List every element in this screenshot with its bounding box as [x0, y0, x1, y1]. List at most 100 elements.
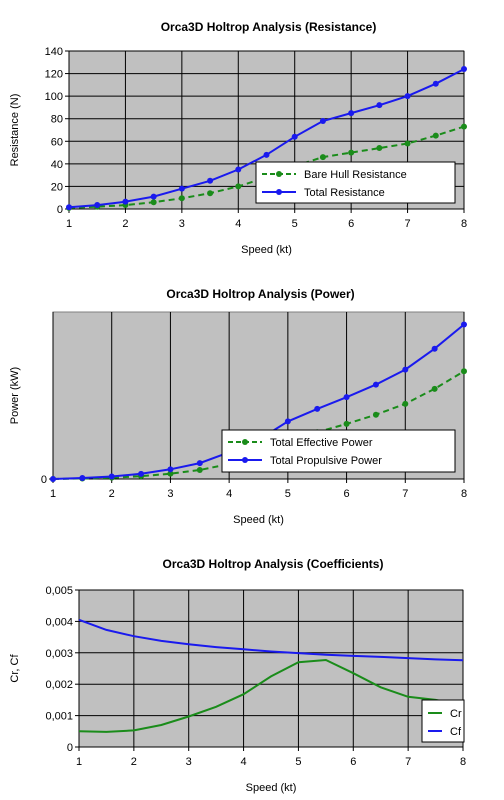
data-point [348, 110, 355, 117]
x-tick-label: 3 [186, 756, 192, 768]
coefficients-chart: Orca3D Holtrop Analysis (Coefficients) 1 2… [0, 535, 504, 800]
data-point [94, 202, 101, 209]
y-tick-label: 0 [57, 204, 63, 216]
chart-title: Orca3D Holtrop Analysis (Power) [166, 287, 354, 301]
chart-title: Orca3D Holtrop Analysis (Resistance) [161, 20, 377, 34]
x-tick-label: 5 [292, 218, 298, 230]
legend-box [221, 429, 456, 473]
legend-marker [276, 189, 282, 195]
data-point [461, 368, 467, 375]
data-point [372, 411, 379, 418]
data-point [178, 185, 185, 192]
x-tick-label: 4 [226, 488, 232, 500]
x-tick-label: 8 [461, 488, 467, 500]
legend-marker [242, 457, 248, 463]
data-point [372, 381, 379, 388]
data-point [235, 166, 242, 173]
y-tick-label: 40 [51, 159, 63, 171]
y-tick-label: 100 [45, 91, 63, 103]
coefficients-chart-svg: Orca3D Holtrop Analysis (Coefficients) 1 2… [9, 557, 466, 794]
data-point [432, 80, 439, 87]
data-point [319, 117, 326, 124]
x-tick-label: 6 [344, 488, 350, 500]
data-point [122, 198, 129, 205]
power-chart-svg: Orca3D Holtrop Analysis (Power) 1 2 3 4 5 6 7 8 0… [9, 287, 467, 526]
data-point [376, 145, 383, 152]
data-point [404, 140, 411, 147]
data-point [402, 366, 409, 373]
data-point [319, 154, 326, 161]
legend-label: Bare Hull Resistance [304, 169, 407, 181]
y-axis-label: Resistance (N) [9, 94, 21, 167]
data-point [404, 93, 411, 100]
x-tick-label: 3 [167, 488, 173, 500]
x-tick-label: 5 [285, 488, 291, 500]
data-point [196, 460, 203, 467]
data-point [348, 149, 355, 156]
y-axis-label: Power (kW) [9, 367, 21, 424]
x-tick-label: 2 [109, 488, 115, 500]
series-line-total-effective-power [52, 370, 465, 480]
data-point [207, 177, 214, 184]
y-tick-label: 0 [41, 474, 47, 486]
legend-marker [242, 439, 248, 445]
x-axis-label: Speed (kt) [246, 782, 297, 794]
series-line-cf [78, 618, 464, 662]
x-tick-label: 4 [241, 756, 247, 768]
plot-area [78, 589, 464, 748]
chart-title: Orca3D Holtrop Analysis (Coefficients) [163, 557, 384, 571]
data-point [138, 470, 145, 477]
x-tick-label: 4 [235, 218, 241, 230]
x-tick-label: 1 [50, 488, 56, 500]
y-tick-label: 20 [51, 181, 63, 193]
data-point [178, 195, 185, 202]
y-tick-label: 140 [45, 46, 63, 58]
data-point [79, 474, 86, 481]
data-point [314, 405, 321, 412]
x-tick-label: 6 [350, 756, 356, 768]
data-point [402, 400, 409, 407]
data-point [66, 204, 72, 211]
resistance-chart: Orca3D Holtrop Analysis (Resistance) 1 2 3 4… [0, 0, 504, 270]
x-tick-label: 5 [295, 756, 301, 768]
data-point [431, 385, 438, 392]
y-tick-label: 0,005 [45, 585, 73, 597]
data-point [461, 321, 467, 328]
data-point [431, 345, 438, 352]
x-tick-label: 7 [402, 488, 408, 500]
x-tick-label: 7 [405, 218, 411, 230]
x-tick-label: 1 [76, 756, 82, 768]
legend-label: Cr [450, 708, 462, 720]
data-point [167, 466, 174, 473]
x-tick-label: 8 [461, 218, 467, 230]
x-tick-label: 1 [66, 218, 72, 230]
series-line-cr [78, 658, 464, 733]
x-tick-label: 3 [179, 218, 185, 230]
y-tick-label: 120 [45, 69, 63, 81]
data-point [376, 102, 383, 109]
legend-label: Cf [450, 726, 462, 738]
legend-marker [276, 171, 282, 177]
data-point [291, 133, 298, 140]
data-point [235, 183, 242, 190]
y-axis-label: Cr, Cf [9, 654, 21, 683]
y-tick-label: 0,001 [45, 711, 73, 723]
data-point [461, 123, 467, 130]
data-point [432, 132, 439, 139]
data-point [263, 151, 270, 158]
y-tick-label: 0 [67, 742, 73, 754]
data-point [167, 470, 174, 477]
data-point [207, 190, 214, 197]
data-point [150, 199, 157, 206]
data-point [50, 476, 56, 482]
data-point [343, 420, 350, 427]
data-point [461, 66, 467, 73]
legend-box [421, 699, 465, 743]
x-tick-label: 6 [348, 218, 354, 230]
y-tick-label: 80 [51, 114, 63, 126]
y-tick-label: 0,002 [45, 679, 73, 691]
x-axis-label: Speed (kt) [233, 514, 284, 526]
x-tick-label: 7 [405, 756, 411, 768]
x-tick-label: 2 [122, 218, 128, 230]
legend-label: Total Effective Power [270, 437, 373, 449]
